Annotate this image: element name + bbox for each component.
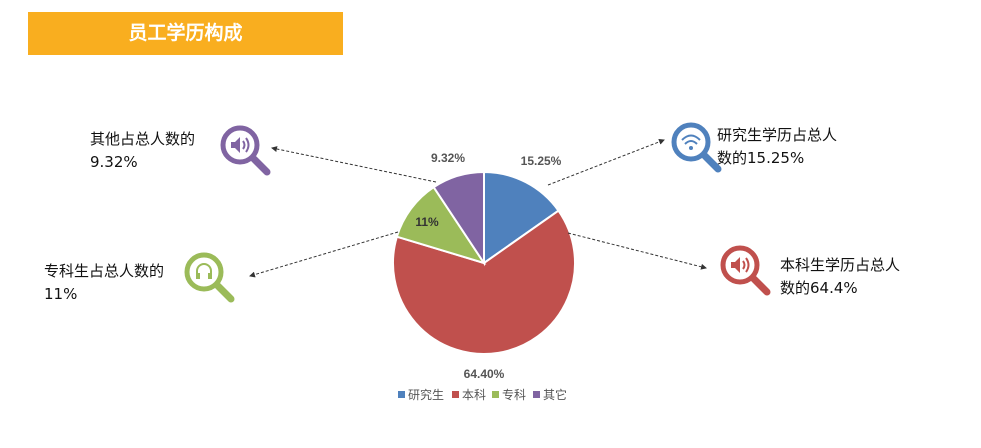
legend-label: 本科 xyxy=(462,388,486,402)
callout-arrow xyxy=(547,139,665,186)
callout-arrow xyxy=(567,232,707,270)
callout-line: 本科生学历占总人 xyxy=(780,256,901,274)
callout-junior-college: 专科生占总人数的 11% xyxy=(44,260,164,306)
data-label: 9.32% xyxy=(431,151,465,165)
data-label: 15.25% xyxy=(521,154,562,168)
legend-label: 研究生 xyxy=(408,387,444,402)
legend-swatch xyxy=(452,391,459,398)
legend-swatch xyxy=(492,391,499,398)
search-speaker-icon xyxy=(220,125,271,176)
callout-line: 其他占总人数的 xyxy=(90,130,196,148)
search-headphones-icon xyxy=(184,252,235,303)
callout-other: 其他占总人数的 9.32% xyxy=(90,128,195,174)
page-title: 员工学历构成 xyxy=(28,12,343,55)
callout-graduate: 研究生学历占总人 数的15.25% xyxy=(717,124,837,170)
legend-swatch xyxy=(533,391,540,398)
callout-arrow xyxy=(249,231,399,278)
callout-arrow xyxy=(271,146,437,183)
data-label: 64.40% xyxy=(464,367,505,381)
callout-line: 研究生学历占总人 xyxy=(717,126,838,144)
pie-slice-1 xyxy=(392,209,576,355)
callout-bachelor: 本科生学历占总人 数的64.4% xyxy=(780,254,900,300)
callout-line: 11% xyxy=(44,285,78,303)
pie-slice-3 xyxy=(432,170,485,267)
legend-label: 其它 xyxy=(543,387,567,402)
callout-line: 专科生占总人数的 xyxy=(44,262,165,280)
callout-line: 数的64.4% xyxy=(780,279,858,297)
legend-label: 专科 xyxy=(502,387,526,402)
callout-line: 9.32% xyxy=(90,153,138,171)
pie-slice-0 xyxy=(483,170,560,265)
search-volume-icon xyxy=(720,245,771,296)
callout-line: 数的15.25% xyxy=(717,149,805,167)
search-wifi-icon xyxy=(671,122,722,173)
legend-swatch xyxy=(398,391,405,398)
data-label: 11% xyxy=(415,215,439,229)
